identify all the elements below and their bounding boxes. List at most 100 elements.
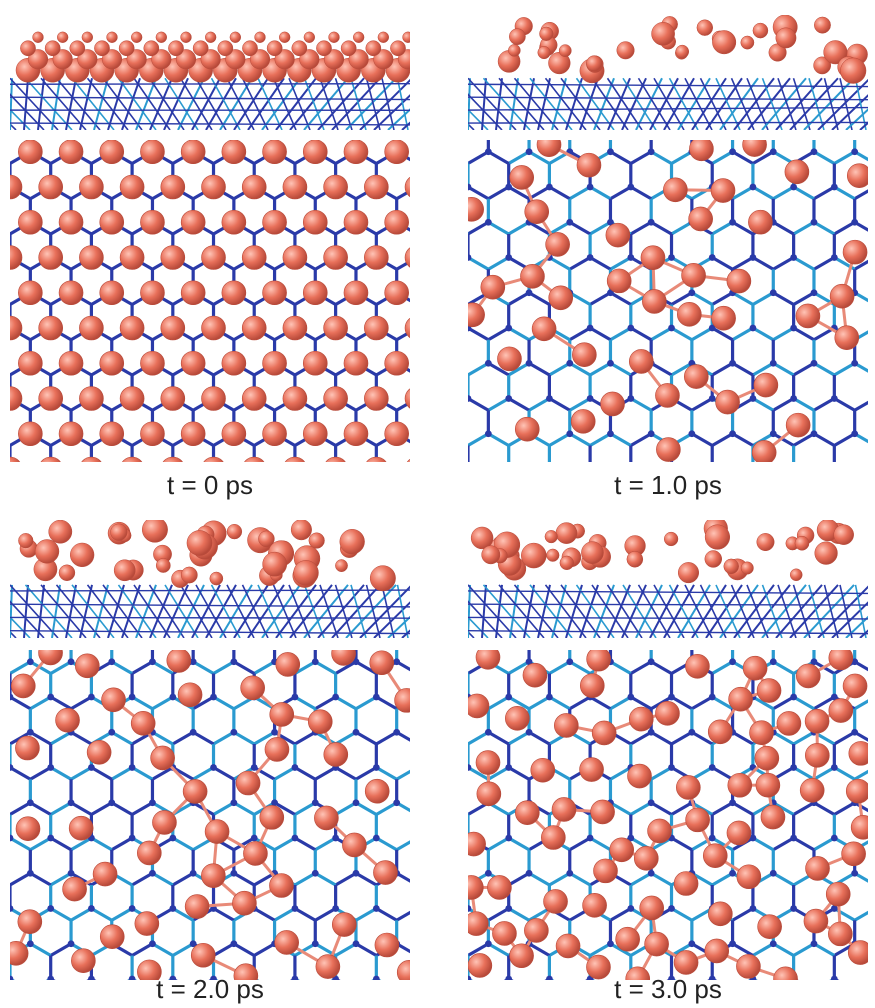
adatom-sphere: [366, 456, 387, 462]
lattice-atom: [352, 869, 360, 877]
adatom-sphere: [544, 530, 558, 544]
substrate-bond: [303, 77, 325, 130]
substrate-bond: [289, 77, 333, 130]
lattice-atom: [505, 905, 513, 912]
adatom-sphere: [266, 40, 283, 57]
lattice-bond: [528, 291, 551, 306]
adatom-sphere: [626, 551, 644, 568]
adatom-sphere: [726, 268, 752, 294]
panel-4-top-view: [468, 650, 868, 980]
adatom-sphere: [833, 524, 854, 545]
lattice-atom: [729, 658, 736, 666]
lattice-atom: [688, 430, 696, 438]
adatom-sphere: [137, 840, 162, 866]
substrate-bond: [10, 584, 59, 638]
adatom-sphere: [331, 650, 356, 666]
adatom-sphere: [18, 209, 43, 235]
substrate-bond: [10, 108, 31, 130]
lattice-bond: [294, 766, 317, 781]
substrate-bond: [747, 77, 791, 130]
lattice-bond: [131, 660, 154, 675]
adatom-sphere: [140, 280, 165, 306]
lattice-bond: [10, 695, 32, 711]
lattice-bond: [670, 291, 693, 306]
lattice-atom: [47, 764, 55, 771]
adatom-sphere: [676, 775, 701, 800]
lattice-bond: [487, 397, 510, 412]
lattice-atom: [128, 764, 136, 771]
adatom-sphere: [655, 701, 680, 726]
adatom-sphere: [749, 720, 774, 746]
lattice-atom: [729, 430, 736, 438]
lattice-bond: [813, 836, 836, 852]
lattice-atom: [372, 693, 380, 701]
lattice-bond: [568, 291, 591, 306]
lattice-bond: [131, 801, 154, 816]
adatom-sphere: [160, 386, 186, 411]
lattice-atom: [372, 834, 380, 842]
lattice-bond: [630, 432, 652, 447]
adatom-sphere: [307, 709, 333, 734]
lattice-bond: [772, 695, 795, 711]
substrate-bond: [359, 585, 410, 638]
lattice-atom: [332, 834, 340, 842]
adatom-sphere: [374, 932, 400, 958]
adatom-sphere: [468, 831, 486, 857]
lattice-bond: [792, 397, 815, 412]
lattice-bond: [507, 397, 530, 412]
lattice-bond: [375, 766, 398, 781]
adatom-sphere: [590, 799, 615, 825]
lattice-atom: [586, 834, 594, 842]
adatom-sphere: [727, 772, 753, 798]
lattice-atom: [647, 728, 655, 736]
adatom-sphere: [284, 456, 306, 462]
lattice-atom: [291, 764, 299, 771]
adatom-sphere: [845, 778, 868, 804]
lattice-atom: [352, 799, 360, 807]
adatom-sphere: [168, 40, 184, 57]
substrate-bond: [40, 584, 87, 638]
adatom-sphere: [343, 209, 369, 235]
lattice-bond: [752, 326, 775, 342]
adatom-sphere: [302, 421, 328, 447]
lattice-atom: [830, 395, 838, 402]
lattice-bond: [487, 185, 510, 201]
lattice-atom: [352, 728, 360, 736]
substrate-bond: [303, 77, 349, 130]
adatom-sphere: [262, 350, 287, 376]
adatom-sphere: [244, 456, 265, 462]
lattice-atom: [749, 183, 757, 191]
lattice-bond: [568, 256, 591, 271]
lattice-bond: [151, 766, 174, 781]
panel-3-caption: t = 2.0 ps: [156, 974, 264, 1004]
lattice-bond: [731, 185, 754, 201]
substrate-bond: [544, 77, 587, 130]
adatom-sphere: [119, 174, 145, 200]
lattice-atom: [393, 658, 401, 666]
lattice-bond: [49, 660, 72, 675]
lattice-atom: [505, 975, 513, 980]
lattice-atom: [708, 975, 716, 980]
lattice-atom: [749, 834, 757, 842]
substrate-bond: [210, 77, 241, 130]
substrate-bond: [10, 630, 410, 635]
lattice-bond: [853, 189, 868, 201]
lattice-atom: [484, 728, 492, 736]
lattice-atom: [189, 658, 197, 666]
adatom-sphere: [143, 40, 160, 57]
lattice-atom: [169, 834, 177, 842]
panel-3-top-view: [10, 650, 410, 980]
lattice-bond: [487, 730, 510, 746]
substrate-bond: [164, 584, 199, 638]
lattice-bond: [395, 769, 410, 781]
lattice-bond: [691, 291, 714, 306]
lattice-atom: [790, 693, 798, 701]
lattice-bond: [487, 361, 510, 377]
lattice-atom: [108, 728, 116, 736]
lattice-atom: [668, 764, 675, 771]
substrate-bond: [621, 584, 647, 638]
lattice-bond: [731, 220, 754, 236]
lattice-atom: [607, 359, 614, 367]
substrate-bond: [303, 584, 325, 638]
adatoms: [18, 520, 396, 592]
